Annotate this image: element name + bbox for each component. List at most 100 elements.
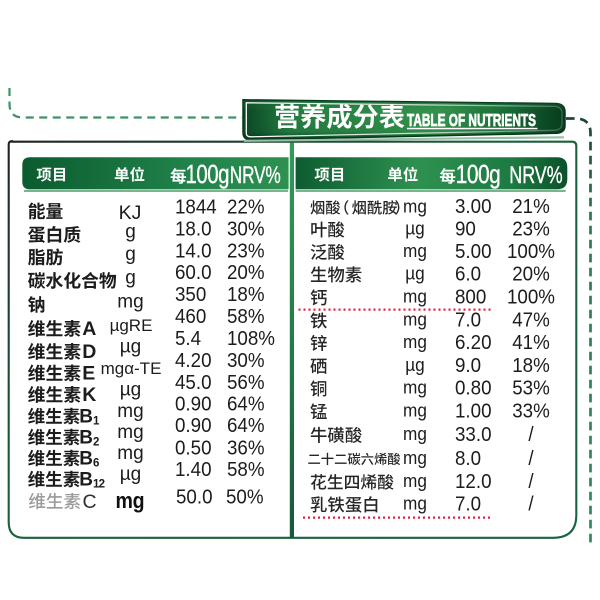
svg-text:mg: mg: [403, 332, 427, 353]
svg-text:B: B: [79, 470, 93, 491]
svg-text:0.80: 0.80: [455, 377, 492, 400]
svg-text:C: C: [83, 491, 97, 513]
svg-text:100g: 100g: [186, 160, 229, 189]
svg-text:3.00: 3.00: [455, 195, 492, 218]
svg-text:100%: 100%: [507, 240, 555, 263]
svg-text:mg: mg: [117, 422, 143, 443]
svg-text:64%: 64%: [227, 393, 265, 416]
svg-text:108%: 108%: [227, 327, 275, 350]
svg-text:mg: mg: [403, 400, 427, 421]
svg-text:90: 90: [455, 218, 476, 241]
svg-text:18.0: 18.0: [175, 218, 212, 241]
svg-text:30%: 30%: [227, 349, 265, 372]
svg-text:50.0: 50.0: [176, 486, 213, 509]
svg-text:6.20: 6.20: [455, 331, 492, 354]
svg-text:8.0: 8.0: [455, 447, 481, 470]
svg-text:/: /: [528, 423, 534, 446]
svg-text:58%: 58%: [227, 458, 265, 481]
svg-text:µg: µg: [405, 263, 424, 284]
svg-text:2: 2: [93, 437, 99, 449]
svg-text:100%: 100%: [507, 286, 555, 309]
svg-text:B: B: [79, 449, 93, 470]
svg-text:9.0: 9.0: [455, 354, 481, 377]
svg-text:47%: 47%: [512, 309, 550, 332]
svg-text:mg: mg: [403, 424, 427, 445]
svg-text:E: E: [82, 363, 95, 385]
svg-text:1.40: 1.40: [175, 458, 212, 481]
svg-text:NRV%: NRV%: [509, 161, 562, 188]
svg-text:µg: µg: [120, 337, 142, 358]
svg-text:18%: 18%: [227, 283, 265, 306]
svg-text:D: D: [82, 341, 96, 363]
svg-text:7.0: 7.0: [455, 309, 481, 332]
svg-text:800: 800: [455, 286, 486, 309]
svg-text:TABLE OF NUTRIENTS: TABLE OF NUTRIENTS: [407, 110, 536, 130]
svg-text:mg: mg: [403, 286, 427, 307]
svg-text:g: g: [125, 244, 136, 265]
svg-text:A: A: [82, 318, 96, 340]
svg-text:41%: 41%: [512, 331, 550, 354]
svg-text:1: 1: [93, 416, 100, 428]
svg-text:58%: 58%: [227, 305, 265, 328]
svg-text:53%: 53%: [512, 377, 550, 400]
svg-text:18%: 18%: [512, 354, 550, 377]
svg-text:K: K: [82, 384, 96, 406]
svg-text:20%: 20%: [512, 263, 550, 286]
svg-text:µg: µg: [405, 218, 424, 239]
svg-text:6: 6: [93, 458, 99, 470]
svg-text:g: g: [125, 222, 136, 243]
svg-text:NRV%: NRV%: [230, 162, 281, 189]
svg-text:33.0: 33.0: [455, 423, 492, 446]
svg-text:mg: mg: [403, 448, 427, 469]
svg-text:100g: 100g: [456, 160, 501, 188]
svg-text:56%: 56%: [227, 371, 265, 394]
svg-text:5.00: 5.00: [455, 240, 492, 263]
svg-text:20%: 20%: [227, 261, 265, 284]
svg-text:0.50: 0.50: [175, 437, 212, 460]
svg-text:4.20: 4.20: [175, 349, 212, 372]
svg-text:/: /: [528, 470, 534, 493]
svg-text:µg: µg: [120, 464, 142, 485]
svg-text:7.0: 7.0: [455, 493, 481, 516]
svg-text:mg: mg: [116, 489, 145, 514]
svg-text:g: g: [125, 268, 136, 289]
svg-text:mg: mg: [403, 241, 427, 262]
svg-text:µgRE: µgRE: [110, 316, 153, 335]
svg-text:45.0: 45.0: [175, 371, 212, 394]
svg-text:mg: mg: [403, 471, 427, 492]
svg-text:mg: mg: [117, 443, 143, 464]
svg-text:mg: mg: [403, 377, 427, 398]
svg-text:12.0: 12.0: [455, 470, 492, 493]
svg-text:0.90: 0.90: [175, 414, 212, 437]
svg-text:mgα-TE: mgα-TE: [101, 359, 162, 378]
svg-text:mg: mg: [403, 309, 427, 330]
svg-text:5.4: 5.4: [175, 327, 201, 350]
svg-text:30%: 30%: [227, 218, 265, 241]
svg-text:1844: 1844: [175, 196, 217, 219]
svg-text:B: B: [79, 428, 93, 449]
svg-text:33%: 33%: [512, 400, 550, 423]
svg-text:/: /: [528, 493, 534, 516]
svg-text:/: /: [528, 447, 534, 470]
svg-text:µg: µg: [120, 380, 142, 401]
svg-text:mg: mg: [403, 196, 427, 217]
svg-text:22%: 22%: [227, 196, 265, 219]
svg-text:50%: 50%: [226, 486, 264, 509]
svg-text:350: 350: [175, 283, 206, 306]
svg-text:1.00: 1.00: [455, 400, 492, 423]
svg-text:0.90: 0.90: [175, 393, 212, 416]
svg-text:KJ: KJ: [119, 202, 142, 224]
svg-text:460: 460: [175, 305, 206, 328]
svg-text:60.0: 60.0: [175, 261, 212, 284]
svg-text:B: B: [79, 407, 93, 428]
svg-text:mg: mg: [117, 401, 143, 422]
svg-text:6.0: 6.0: [455, 263, 481, 286]
svg-text:23%: 23%: [512, 218, 550, 241]
svg-text:36%: 36%: [227, 437, 265, 460]
svg-text:mg: mg: [403, 493, 427, 514]
svg-text:12: 12: [93, 479, 105, 491]
svg-text:mg: mg: [117, 292, 143, 313]
svg-text:23%: 23%: [227, 240, 265, 263]
svg-text:21%: 21%: [512, 195, 550, 218]
svg-text:14.0: 14.0: [175, 240, 212, 263]
